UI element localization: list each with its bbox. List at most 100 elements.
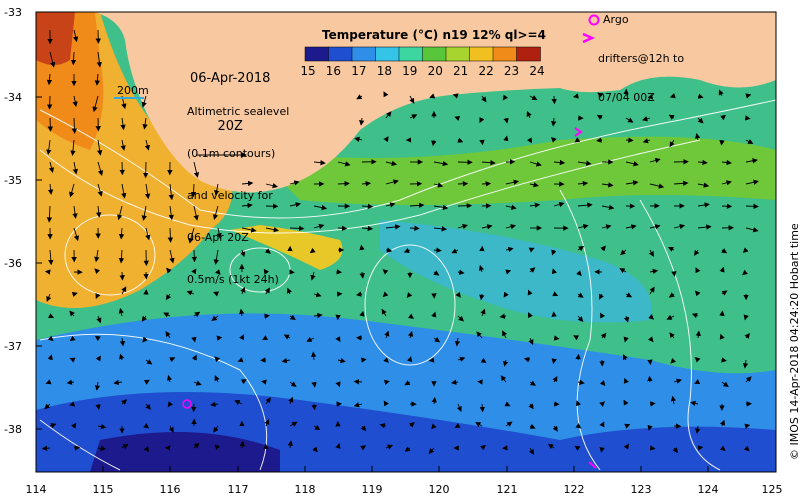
- velocity-arrow: [481, 224, 493, 230]
- velocity-arrow: [721, 159, 732, 166]
- velocity-arrow: [73, 445, 81, 451]
- velocity-arrow: [503, 117, 509, 124]
- velocity-arrow: [600, 332, 607, 339]
- velocity-arrow: [379, 423, 387, 429]
- velocity-arrow: [72, 205, 78, 219]
- velocity-arrow: [69, 401, 76, 407]
- colorbar-swatch: [398, 46, 424, 62]
- lon-tick: 118: [294, 483, 316, 496]
- velocity-arrow: [599, 421, 605, 428]
- velocity-arrow: [113, 379, 123, 386]
- velocity-arrow: [264, 248, 271, 254]
- velocity-arrow: [168, 183, 174, 201]
- velocity-arrow: [552, 291, 559, 297]
- velocity-arrow: [289, 314, 296, 321]
- lat-tick: -35: [4, 174, 22, 187]
- velocity-arrow: [213, 291, 220, 297]
- velocity-arrow: [408, 313, 415, 319]
- velocity-arrow: [577, 202, 593, 208]
- velocity-arrow: [669, 93, 676, 99]
- velocity-arrow: [69, 335, 76, 342]
- velocity-arrow: [214, 356, 221, 363]
- colorbar-swatch: [469, 46, 494, 62]
- velocity-arrow: [481, 95, 487, 103]
- velocity-arrow: [479, 293, 485, 301]
- velocity-arrow: [529, 161, 542, 167]
- drifters-line: 07/04 00Z: [598, 91, 655, 104]
- velocity-arrow: [46, 205, 53, 223]
- velocity-arrow: [668, 292, 675, 298]
- velocity-arrow: [431, 397, 437, 405]
- velocity-arrow: [41, 445, 51, 451]
- velocity-arrow: [241, 180, 254, 187]
- lon-tick: 117: [227, 483, 249, 496]
- velocity-arrow: [95, 293, 101, 300]
- velocity-arrow: [669, 332, 675, 339]
- velocity-arrow: [165, 331, 171, 339]
- velocity-arrow: [312, 446, 318, 453]
- velocity-arrow: [46, 293, 52, 302]
- australia-land: [95, 12, 776, 193]
- velocity-arrow: [213, 425, 219, 433]
- velocity-arrow: [72, 95, 78, 107]
- velocity-arrow: [95, 403, 101, 410]
- velocity-arrow: [526, 110, 532, 119]
- velocity-arrow: [721, 381, 729, 388]
- velocity-arrow: [359, 117, 365, 126]
- velocity-arrow: [505, 246, 514, 253]
- velocity-arrow: [620, 249, 627, 256]
- velocity-arrow: [117, 205, 123, 221]
- lat-tick: -38: [4, 423, 22, 436]
- lat-tick: -36: [4, 257, 22, 270]
- velocity-arrow: [406, 292, 413, 298]
- velocity-arrow: [118, 227, 125, 240]
- velocity-arrow: [744, 332, 750, 339]
- velocity-arrow: [601, 182, 614, 188]
- velocity-arrow: [742, 247, 749, 254]
- velocity-arrow: [360, 445, 367, 451]
- velocity-arrow: [264, 418, 270, 427]
- velocity-arrow: [743, 314, 749, 321]
- coldest-patch: [90, 432, 280, 472]
- velocity-arrow: [313, 223, 325, 230]
- velocity-arrow: [481, 160, 496, 166]
- velocity-arrow: [457, 315, 464, 322]
- velocity-arrow: [337, 180, 350, 187]
- velocity-arrow: [574, 445, 581, 451]
- velocity-arrow: [66, 379, 75, 385]
- velocity-arrow: [454, 422, 461, 428]
- velocity-arrow: [310, 271, 316, 281]
- velocity-arrow: [119, 271, 125, 281]
- velocity-arrow: [598, 293, 604, 300]
- velocity-arrow: [46, 139, 52, 155]
- velocity-arrow: [666, 314, 675, 320]
- velocity-arrow: [237, 357, 244, 363]
- velocity-arrow: [528, 247, 535, 253]
- velocity-arrow: [190, 183, 197, 198]
- velocity-arrow: [169, 357, 176, 363]
- velocity-arrow: [433, 182, 444, 188]
- imos-credit: © IMOS 14-Apr-2018 04:24:20 Hobart time: [788, 223, 800, 460]
- velocity-arrow: [623, 399, 629, 406]
- velocity-arrow: [719, 266, 725, 273]
- velocity-arrow: [433, 337, 441, 343]
- velocity-arrow: [623, 443, 630, 450]
- velocity-arrow: [166, 267, 172, 274]
- velocity-arrow: [576, 270, 582, 277]
- velocity-arrow: [745, 139, 754, 144]
- velocity-arrow: [574, 137, 581, 143]
- velocity-arrow: [286, 287, 292, 295]
- velocity-arrow: [361, 225, 374, 232]
- velocity-arrow: [745, 376, 752, 383]
- velocity-arrow: [596, 114, 603, 120]
- velocity-arrow: [573, 335, 580, 341]
- velocity-arrow: [97, 139, 103, 156]
- velocity-arrow: [404, 446, 411, 452]
- velocity-arrow: [649, 157, 661, 164]
- velocity-arrow: [457, 181, 469, 187]
- velocity-arrow: [529, 182, 539, 188]
- velocity-arrow: [169, 249, 175, 264]
- drifter-marker: [574, 127, 583, 137]
- velocity-arrow: [450, 379, 459, 385]
- velocity-arrow: [452, 93, 459, 99]
